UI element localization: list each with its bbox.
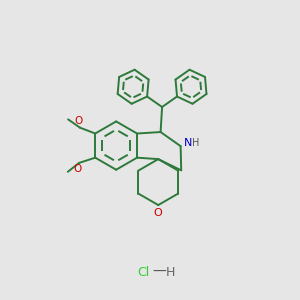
Text: —: — [152, 265, 166, 279]
Text: H: H [165, 266, 175, 279]
Text: N: N [184, 138, 192, 148]
Text: O: O [154, 208, 163, 218]
Text: O: O [74, 164, 82, 174]
Text: Cl: Cl [138, 266, 150, 279]
Text: H: H [191, 138, 199, 148]
Text: O: O [75, 116, 83, 126]
